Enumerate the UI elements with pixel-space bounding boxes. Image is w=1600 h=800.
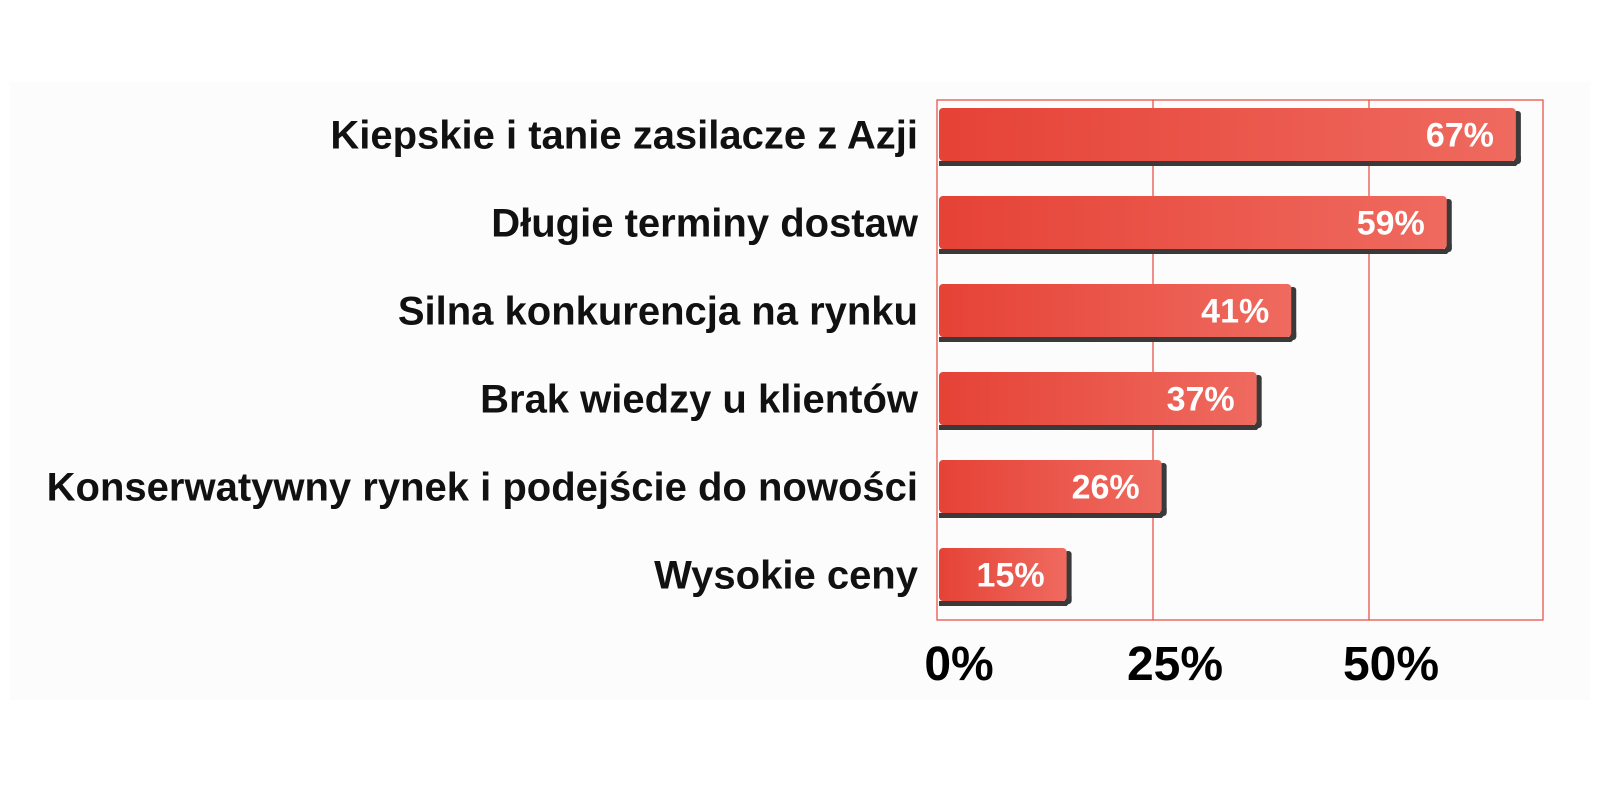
x-tick-label: 50% (1343, 638, 1439, 691)
category-label: Wysokie ceny (654, 554, 919, 598)
x-tick-label: 25% (1127, 638, 1223, 691)
bar-value-label: 59% (1357, 205, 1425, 243)
category-label: Długie terminy dostaw (491, 202, 919, 246)
bar-group (939, 460, 1167, 518)
chart-background (10, 82, 1590, 700)
bar-group (939, 372, 1262, 430)
bar (939, 372, 1257, 425)
category-label: Brak wiedzy u klientów (480, 378, 919, 422)
bar-value-label: 41% (1201, 293, 1269, 331)
category-label: Kiepskie i tanie zasilacze z Azji (330, 114, 918, 158)
bar-value-label: 37% (1167, 381, 1235, 419)
bar (939, 284, 1292, 337)
bar-value-label: 15% (977, 557, 1045, 595)
bar (939, 548, 1067, 601)
x-tick-label: 0% (924, 638, 993, 691)
bar-group (939, 108, 1521, 166)
bar (939, 108, 1516, 161)
bar-value-label: 67% (1426, 117, 1494, 155)
bar-group (939, 548, 1072, 606)
bar (939, 196, 1447, 249)
category-label: Konserwatywny rynek i podejście do nowoś… (47, 466, 918, 510)
bar (939, 460, 1162, 513)
bar-group (939, 284, 1297, 342)
category-label: Silna konkurencja na rynku (398, 290, 918, 334)
plot-area-frame (936, 99, 1544, 621)
bar-value-label: 26% (1072, 469, 1140, 507)
bar-group (939, 196, 1452, 254)
